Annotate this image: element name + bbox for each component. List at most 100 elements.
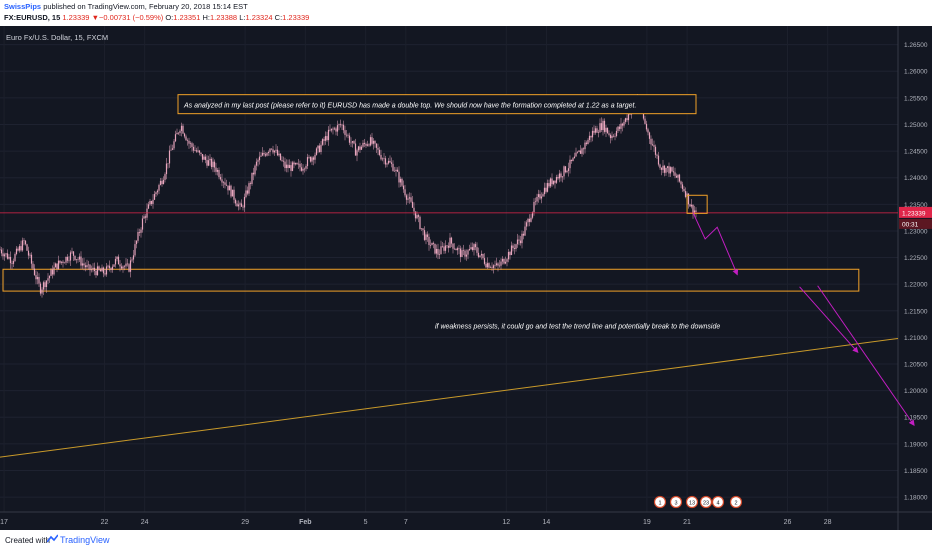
candle-body	[435, 248, 438, 254]
candle-body	[533, 201, 535, 213]
candle-body	[645, 123, 648, 130]
candles	[0, 94, 697, 298]
candle-body	[447, 245, 450, 248]
open-value: 1.23351	[173, 13, 201, 22]
candle-body	[254, 165, 256, 175]
candle-body	[407, 198, 409, 200]
candle-body	[674, 172, 676, 176]
candle-body	[24, 240, 27, 245]
candle-body	[111, 266, 114, 270]
candle-body	[359, 146, 361, 150]
candle-body	[324, 136, 327, 141]
candle-body	[264, 154, 267, 156]
candle-body	[270, 148, 273, 150]
published-text: published on TradingView.com, February 2…	[41, 2, 248, 11]
candle-body	[125, 263, 127, 267]
candle-body	[651, 144, 654, 146]
candle-body	[0, 249, 1, 251]
candle-body	[687, 193, 690, 205]
candle-body	[677, 174, 679, 178]
candle-body	[425, 234, 427, 240]
candle-body	[219, 177, 222, 180]
candle-body	[596, 128, 598, 133]
candle-body	[428, 236, 430, 245]
candle-body	[180, 125, 183, 131]
chart-svg[interactable]: 1.26500 1.26000 1.25500 1.25000 1.24500 1.240…	[0, 26, 932, 530]
x-tick-label: 7	[404, 519, 408, 526]
candle-body	[273, 150, 276, 153]
candle-body	[287, 164, 289, 169]
candle-body	[689, 204, 691, 207]
candle-body	[21, 240, 24, 251]
candle-body	[230, 185, 232, 197]
candle-body	[587, 139, 589, 145]
candle-body	[92, 267, 94, 270]
candle-body	[572, 158, 574, 161]
candle-body	[182, 125, 184, 134]
candle-body	[321, 139, 324, 145]
candle-body	[446, 245, 448, 247]
y-tick-label: 1.21000	[904, 335, 928, 342]
candle-body	[348, 135, 351, 143]
candle-body	[299, 163, 301, 168]
candle-body	[626, 118, 628, 121]
candle-body	[512, 245, 514, 248]
candle-body	[474, 244, 477, 248]
candle-body	[249, 183, 252, 184]
candle-body	[255, 161, 258, 166]
candle-body	[468, 249, 471, 251]
y-tick-label: 1.19000	[904, 441, 928, 448]
candle-body	[347, 134, 349, 136]
candle-body	[285, 164, 288, 169]
y-tick-label: 1.23000	[904, 228, 928, 235]
trend-line	[0, 337, 899, 458]
candle-body	[306, 157, 309, 167]
candle-body	[360, 146, 363, 150]
candle-body	[189, 143, 192, 144]
candle-body	[350, 142, 352, 144]
author-link[interactable]: SwissPips	[4, 2, 42, 11]
candle-body	[288, 165, 291, 169]
x-tick-label: 28	[824, 519, 832, 526]
candle-body	[624, 118, 627, 122]
event-badge-label: 23	[703, 500, 709, 506]
candle-body	[135, 240, 138, 245]
candle-body	[617, 126, 619, 131]
candle-body	[248, 183, 250, 194]
candle-body	[440, 246, 442, 255]
candle-body	[98, 266, 100, 270]
chart-area[interactable]: 1.26500 1.26000 1.25500 1.25000 1.24500 1.240…	[0, 26, 932, 530]
candle-body	[377, 147, 379, 150]
candle-body	[680, 181, 682, 185]
candle-body	[86, 265, 88, 268]
y-tick-label: 1.18500	[904, 468, 928, 475]
candle-body	[257, 160, 259, 162]
candle-body	[375, 143, 378, 148]
annotation-text-2: if weakness persists, it could go and te…	[435, 323, 720, 330]
candle-body	[227, 185, 229, 191]
tradingview-link[interactable]: TradingView	[60, 535, 110, 545]
x-tick-label: 14	[543, 519, 551, 526]
support-zone-box	[2, 268, 860, 292]
candle-body	[327, 129, 330, 141]
candle-body	[507, 251, 510, 260]
candle-body	[603, 120, 606, 132]
candle-body	[345, 134, 348, 136]
candle-body	[246, 190, 249, 194]
candle-body	[155, 192, 157, 195]
candle-body	[312, 157, 315, 160]
candle-body	[668, 166, 670, 174]
candle-body	[233, 189, 235, 200]
candle-body	[429, 244, 432, 246]
candle-body	[318, 145, 321, 153]
candle-body	[443, 246, 445, 251]
candle-body	[47, 278, 49, 281]
candle-body	[519, 240, 522, 244]
candle-body	[293, 162, 295, 165]
candle-body	[491, 267, 493, 268]
candle-body	[590, 135, 592, 138]
candle-body	[389, 160, 391, 163]
candle-body	[392, 163, 394, 171]
candle-body	[473, 244, 475, 251]
candle-body	[387, 160, 390, 164]
